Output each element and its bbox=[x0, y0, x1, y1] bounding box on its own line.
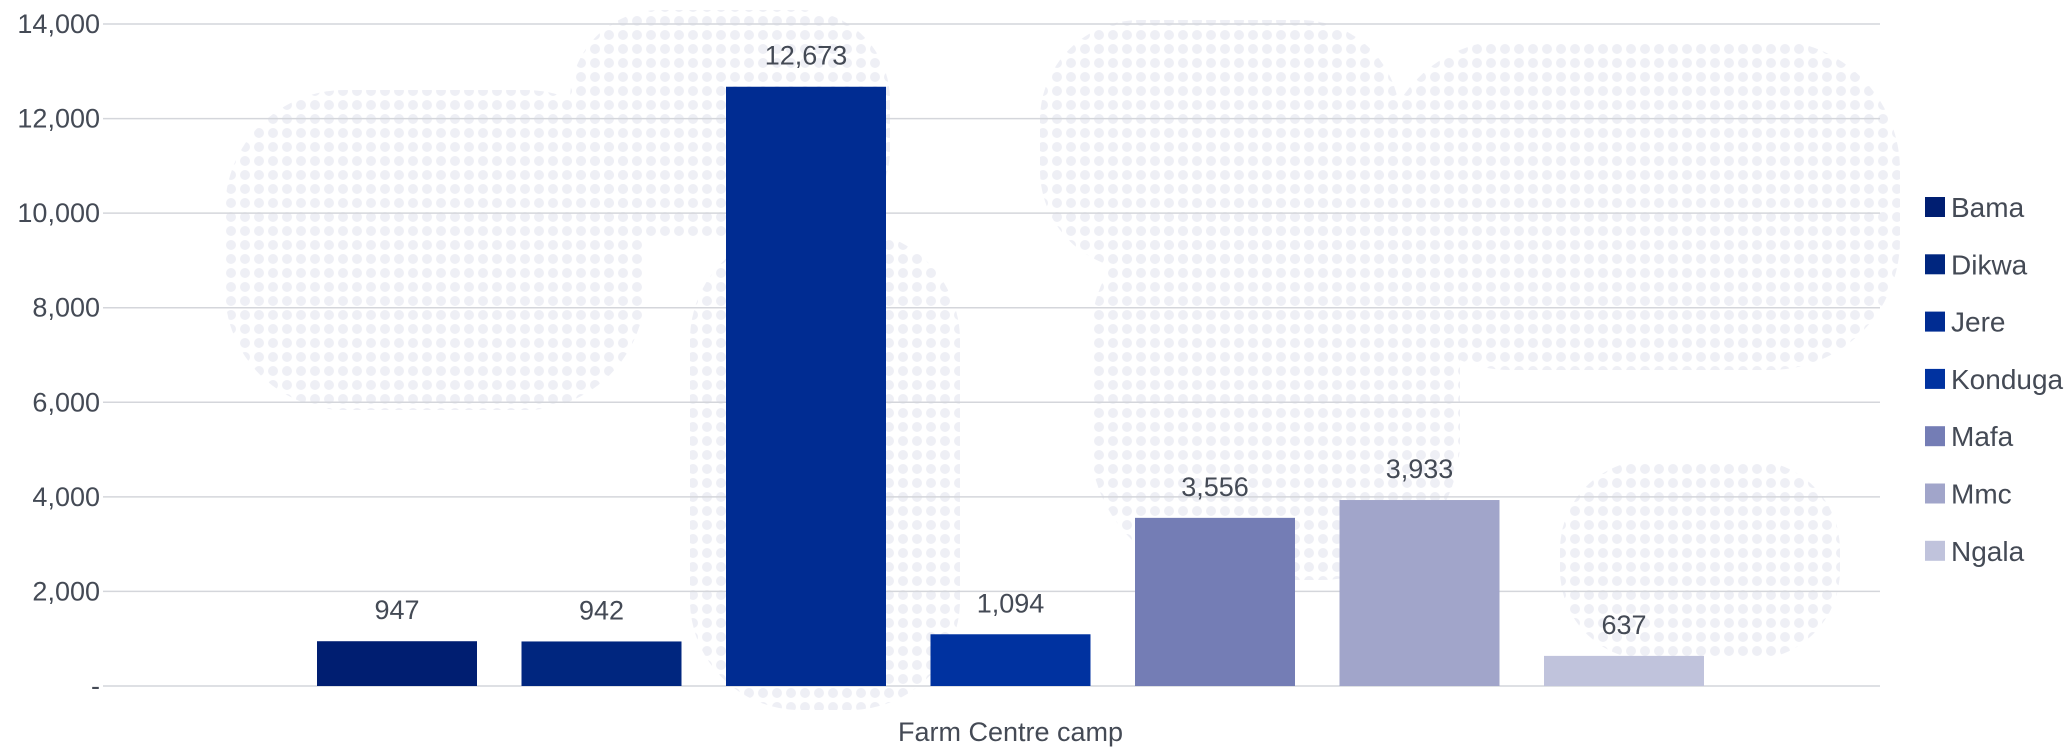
legend-label-bama: Bama bbox=[1951, 192, 2025, 223]
data-label-dikwa: 942 bbox=[579, 595, 624, 625]
y-tick-label: 4,000 bbox=[32, 482, 100, 512]
bars bbox=[317, 86, 1704, 686]
bar-mmc bbox=[1339, 500, 1500, 686]
data-label-bama: 947 bbox=[374, 595, 419, 625]
y-tick-label: 14,000 bbox=[17, 9, 100, 39]
legend-label-mafa: Mafa bbox=[1951, 421, 2014, 452]
y-axis-ticks: - 2,000 4,000 6,000 8,000 10,000 12,000 14,000 bbox=[17, 9, 100, 701]
data-label-mmc: 3,933 bbox=[1386, 454, 1454, 484]
legend-swatch-bama bbox=[1925, 197, 1945, 217]
legend-swatch-mafa bbox=[1925, 426, 1945, 447]
legend-label-ngala: Ngala bbox=[1951, 536, 2025, 567]
legend: Bama Dikwa Jere Konduga Mafa Mmc Ngala bbox=[1925, 192, 2064, 567]
legend-swatch-ngala bbox=[1925, 540, 1945, 561]
legend-label-mmc: Mmc bbox=[1951, 479, 2012, 510]
bar-bama bbox=[317, 641, 477, 686]
data-label-konduga: 1,094 bbox=[977, 588, 1045, 618]
y-tick-label: 8,000 bbox=[32, 293, 100, 323]
y-tick-label: 12,000 bbox=[17, 104, 100, 134]
bar-dikwa bbox=[521, 641, 682, 686]
y-tick-label: - bbox=[91, 671, 100, 701]
bar-mafa bbox=[1135, 517, 1295, 686]
x-category-label: Farm Centre camp bbox=[898, 717, 1123, 747]
legend-label-konduga: Konduga bbox=[1951, 364, 2064, 395]
legend-swatch-dikwa bbox=[1925, 254, 1945, 275]
data-label-mafa: 3,556 bbox=[1181, 472, 1249, 502]
legend-label-dikwa: Dikwa bbox=[1951, 249, 2028, 280]
y-tick-label: 10,000 bbox=[17, 198, 100, 228]
legend-swatch-mmc bbox=[1925, 483, 1945, 504]
legend-swatch-konduga bbox=[1925, 368, 1945, 389]
bar-jere bbox=[726, 86, 886, 686]
legend-swatch-jere bbox=[1925, 311, 1945, 332]
data-labels: 947 942 12,673 1,094 3,556 3,933 637 bbox=[374, 41, 1646, 640]
background-world-map bbox=[225, 10, 1900, 710]
legend-label-jere: Jere bbox=[1951, 307, 2005, 338]
bar-konduga bbox=[930, 634, 1091, 686]
bar-ngala bbox=[1544, 655, 1704, 686]
data-label-ngala: 637 bbox=[1601, 610, 1646, 640]
data-label-jere: 12,673 bbox=[765, 41, 848, 71]
y-tick-label: 6,000 bbox=[32, 387, 100, 417]
y-tick-label: 2,000 bbox=[32, 576, 100, 606]
